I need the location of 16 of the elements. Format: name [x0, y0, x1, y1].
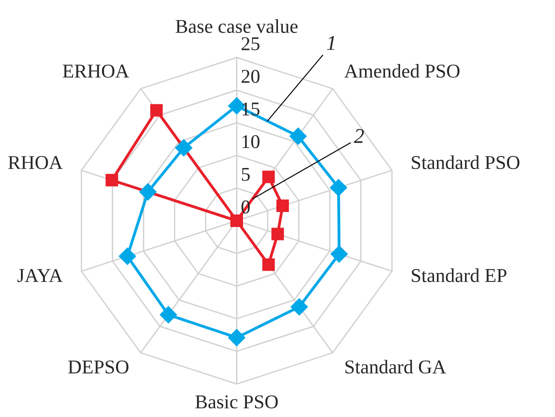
spoke-label: Base case value — [176, 19, 298, 33]
spoke-label: RHOA — [8, 156, 63, 170]
y-tick-label: 20 — [242, 70, 260, 83]
spoke-label: Amended PSO — [344, 64, 460, 78]
spoke-label: Basic PSO — [195, 395, 278, 408]
y-tick-label: 25 — [242, 37, 260, 50]
text: 2 — [354, 129, 364, 143]
y-tick-label: 10 — [242, 135, 260, 148]
spoke-label: Standard EP — [412, 268, 506, 282]
spoke-label: Standard GA — [345, 360, 446, 374]
spoke-label: Standard PSO — [412, 155, 520, 170]
spoke-label: JAYA — [17, 269, 63, 282]
spoke-label: ERHOA — [62, 64, 130, 78]
spoke-label: DEPSO — [68, 360, 128, 374]
y-tick-label: 5 — [242, 168, 250, 181]
text: 1 — [326, 36, 334, 50]
